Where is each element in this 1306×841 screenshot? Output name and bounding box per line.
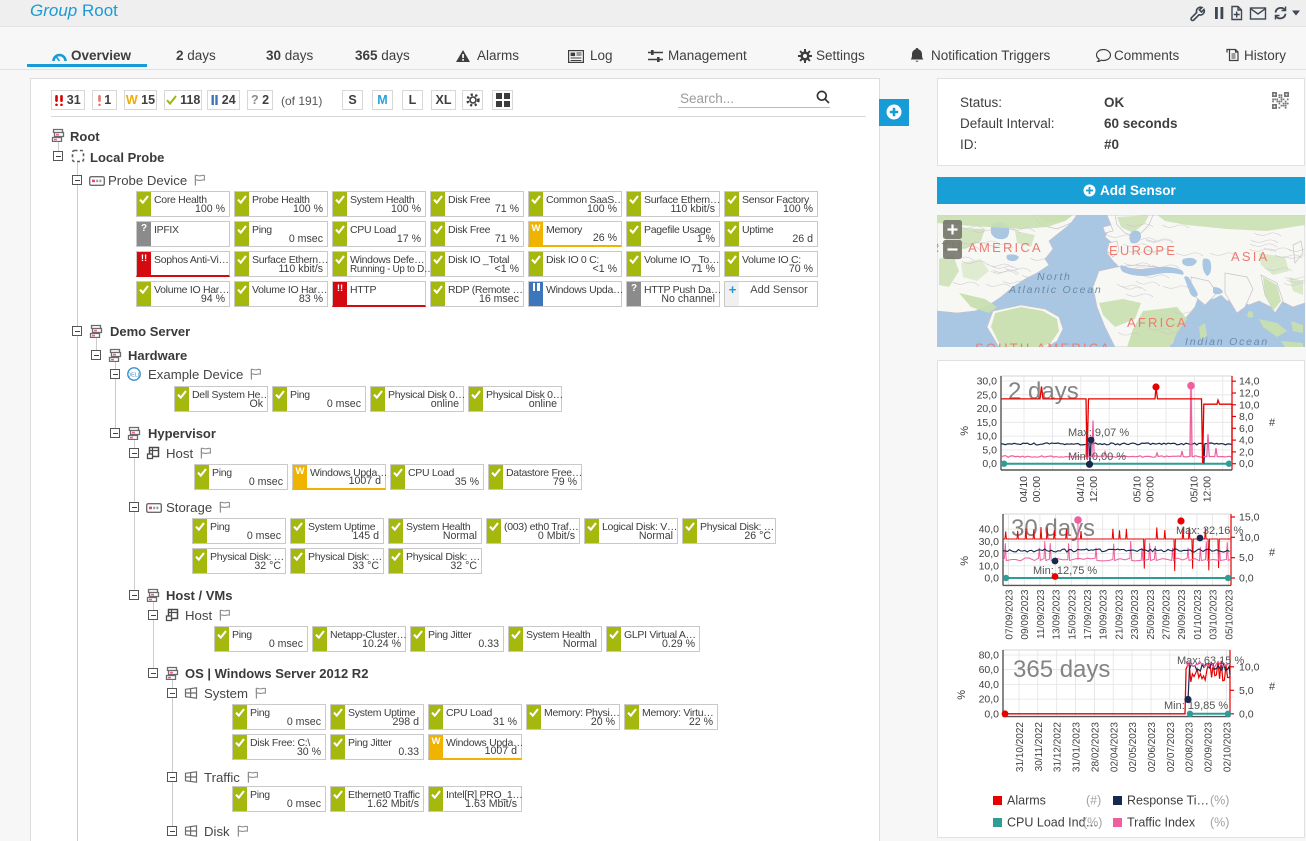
svg-text:07/09/2023: 07/09/2023 [1005,589,1016,639]
svg-text:0,0: 0,0 [1239,708,1254,720]
svg-text:North: North [1037,271,1072,283]
svg-text:15,0: 15,0 [1239,511,1260,523]
svg-text:2,0: 2,0 [1239,446,1254,458]
svg-text:15/09/2023: 15/09/2023 [1067,589,1078,639]
svg-text:%: % [959,556,971,566]
svg-text:80,0: 80,0 [979,650,1000,662]
svg-text:Max: 63,15 %: Max: 63,15 % [1177,655,1244,667]
svg-text:5,0: 5,0 [1239,685,1254,697]
svg-text:15,0: 15,0 [977,417,998,429]
svg-text:30,0: 30,0 [979,536,1000,548]
svg-text:0,0: 0,0 [984,573,999,585]
svg-text:CPU Load Ind…: CPU Load Ind… [1007,816,1098,830]
svg-text:0,0: 0,0 [1239,573,1254,585]
svg-text:RTH AMERICA: RTH AMERICA [937,240,1043,255]
svg-text:40,0: 40,0 [979,524,1000,536]
svg-text:Min: 19,85 %: Min: 19,85 % [1164,700,1228,712]
svg-text:40,0: 40,0 [979,679,1000,691]
svg-text:%: % [959,426,971,436]
svg-text:31/01/2023: 31/01/2023 [1072,722,1083,772]
svg-text:12:00: 12:00 [1088,476,1100,502]
svg-text:04/10: 04/10 [1075,476,1087,502]
svg-text:31/12/2022: 31/12/2022 [1053,722,1064,772]
svg-text:EUROPE: EUROPE [1109,243,1177,258]
svg-text:ASIA: ASIA [1231,249,1269,264]
svg-text:#: # [1269,547,1276,559]
svg-text:00:00: 00:00 [1145,476,1157,502]
svg-text:27/09/2023: 27/09/2023 [1162,589,1173,639]
svg-text:%: % [956,690,968,700]
svg-text:Atlantic Ocean: Atlantic Ocean [1008,284,1103,296]
svg-text:Min: 12,75 %: Min: 12,75 % [1033,565,1097,577]
svg-text:05/10: 05/10 [1132,476,1144,502]
svg-text:25,0: 25,0 [977,389,998,401]
svg-text:13/09/2023: 13/09/2023 [1052,589,1063,639]
svg-text:31/10/2022: 31/10/2022 [1015,722,1026,772]
svg-text:4,0: 4,0 [1239,435,1254,447]
svg-text:5,0: 5,0 [1239,552,1254,564]
svg-text:Max: 9,07 %: Max: 9,07 % [1068,427,1129,439]
svg-text:02/06/2023: 02/06/2023 [1147,722,1158,772]
svg-text:17/09/2023: 17/09/2023 [1083,589,1094,639]
svg-text:(%): (%) [1210,794,1229,808]
svg-text:30 days: 30 days [1011,515,1095,542]
svg-text:02/10/2023: 02/10/2023 [1222,722,1233,772]
svg-text:23/09/2023: 23/09/2023 [1130,589,1141,639]
svg-text:10,0: 10,0 [1239,532,1260,544]
svg-text:10,0: 10,0 [977,431,998,443]
svg-text:29/09/2023: 29/09/2023 [1177,589,1188,639]
svg-text:09/09/2023: 09/09/2023 [1020,589,1031,639]
svg-text:00:00: 00:00 [1031,476,1043,502]
svg-text:(#): (#) [1086,794,1101,808]
svg-text:20,0: 20,0 [979,548,1000,560]
svg-text:SOUTH AMERICA: SOUTH AMERICA [975,341,1111,348]
svg-text:(%): (%) [1083,816,1102,830]
svg-text:AFRICA: AFRICA [1127,315,1188,330]
svg-text:03/10/2023: 03/10/2023 [1209,589,1220,639]
svg-text:04/10: 04/10 [1018,476,1030,502]
svg-text:20,0: 20,0 [979,694,1000,706]
svg-text:0,0: 0,0 [984,708,999,720]
svg-text:11/09/2023: 11/09/2023 [1036,589,1047,639]
svg-text:05/10/2023: 05/10/2023 [1224,589,1235,639]
svg-text:01/10/2023: 01/10/2023 [1193,589,1204,639]
svg-text:25/09/2023: 25/09/2023 [1146,589,1157,639]
svg-text:60,0: 60,0 [979,664,1000,676]
svg-text:5,0: 5,0 [982,444,997,456]
svg-text:21/09/2023: 21/09/2023 [1114,589,1125,639]
svg-text:30/11/2022: 30/11/2022 [1034,722,1045,772]
svg-text:#: # [1269,681,1276,693]
svg-text:10,0: 10,0 [1239,399,1260,411]
svg-text:02/05/2023: 02/05/2023 [1128,722,1139,772]
svg-text:02/07/2023: 02/07/2023 [1166,722,1177,772]
svg-text:19/09/2023: 19/09/2023 [1099,589,1110,639]
svg-text:Response Ti…: Response Ti… [1127,794,1209,808]
svg-text:12,0: 12,0 [1239,387,1260,399]
svg-text:Min: 0,00 %: Min: 0,00 % [1068,451,1126,463]
svg-text:6,0: 6,0 [1239,423,1254,435]
svg-text:14,0: 14,0 [1239,376,1260,388]
svg-text:2 days: 2 days [1008,378,1079,405]
svg-text:Indian Ocean: Indian Ocean [1185,336,1269,347]
svg-text:02/09/2023: 02/09/2023 [1204,722,1215,772]
svg-text:10,0: 10,0 [979,560,1000,572]
svg-text:02/08/2023: 02/08/2023 [1185,722,1196,772]
svg-text:20,0: 20,0 [977,403,998,415]
svg-text:8,0: 8,0 [1239,411,1254,423]
svg-text:0,0: 0,0 [982,458,997,470]
svg-text:Alarms: Alarms [1007,794,1046,808]
svg-text:12:00: 12:00 [1201,476,1213,502]
svg-text:28/02/2023: 28/02/2023 [1090,722,1101,772]
svg-text:Max: 32,16 %: Max: 32,16 % [1176,525,1243,537]
svg-text:Traffic Index: Traffic Index [1127,816,1196,830]
svg-text:(%): (%) [1210,816,1229,830]
svg-text:0,0: 0,0 [1239,458,1254,470]
svg-text:10,0: 10,0 [1239,661,1260,673]
svg-text:DELL: DELL [127,372,141,378]
svg-text:365 days: 365 days [1013,656,1110,683]
svg-text:02/04/2023: 02/04/2023 [1109,722,1120,772]
svg-text:05/10: 05/10 [1188,476,1200,502]
svg-text:30,0: 30,0 [977,375,998,387]
svg-text:#: # [1269,417,1276,429]
